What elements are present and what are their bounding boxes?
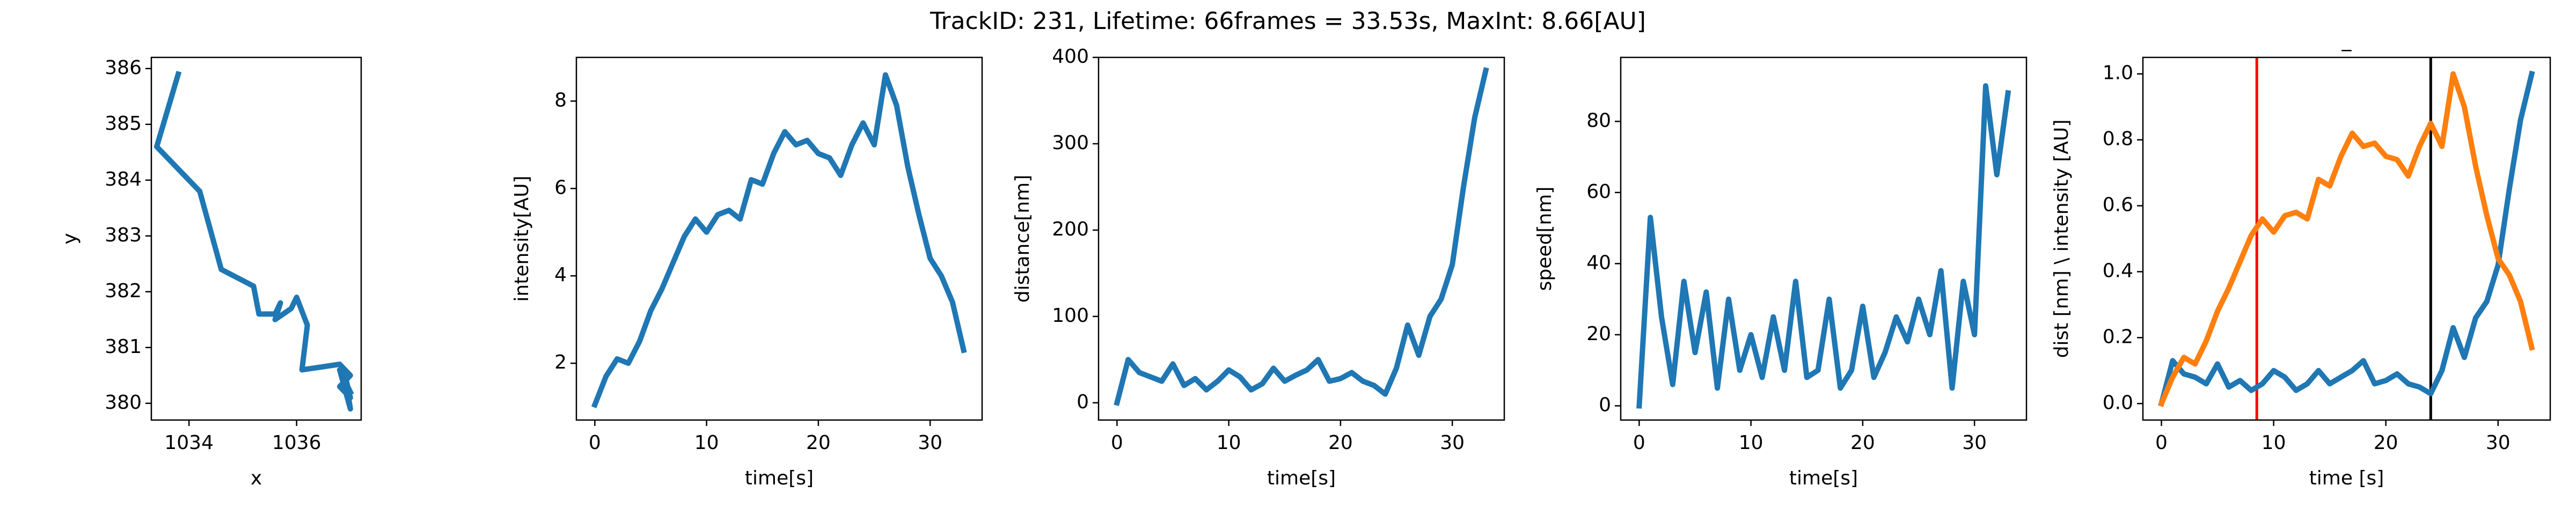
x-axis-label: time[s] [1267,467,1336,489]
y-tick-label: 80 [1586,109,1611,131]
figure-title: TrackID: 231, Lifetime: 66frames = 33.53… [930,8,1646,35]
data-line [591,72,967,408]
axes-frame [150,56,362,421]
y-tick-label: 0.6 [2103,194,2133,216]
y-tick-label: 2 [554,351,567,373]
y-tick-label: 0.2 [2103,326,2133,348]
axes-frame [1097,56,1505,421]
x-tick-label: 30 [918,432,942,454]
axes-frame [2142,56,2551,421]
x-tick-label: 30 [1440,432,1465,454]
x-tick-label: 20 [1328,432,1353,454]
plot-area [2157,57,2535,420]
x-tick-label: 0 [2155,432,2168,454]
y-axis-label: speed[nm] [1534,187,1556,291]
x-axis-label: time [s] [2309,467,2384,489]
y-tick-label: 386 [105,57,142,79]
x-tick-label: 20 [806,432,831,454]
x-tick-label: 1034 [164,432,214,454]
x-axis-label: x [251,467,262,489]
x-axis-label: time[s] [745,467,814,489]
x-tick-label: 30 [2486,432,2511,454]
y-axis-label: distance[nm] [1012,175,1034,303]
y-tick-label: 385 [105,113,142,135]
y-tick-label: 383 [105,224,142,246]
x-axis-label: time[s] [1789,467,1858,489]
y-tick-label: 300 [1052,132,1089,154]
y-tick-label: 60 [1586,181,1611,203]
y-axis-label: y [59,233,81,244]
y-tick-label: 380 [105,392,142,414]
data-line [2158,70,2535,407]
y-tick-label: 0.4 [2103,260,2133,282]
y-axis-label: intensity[AU] [511,175,533,301]
y-tick-label: 0.8 [2103,128,2133,150]
y-axis-label: dist [nm] \ intensity [AU] [2051,120,2073,358]
y-tick-label: 200 [1052,218,1089,240]
y-tick-label: 20 [1586,323,1611,345]
x-tick-label: 0 [1633,432,1645,454]
x-tick-label: 10 [694,432,719,454]
y-tick-label: 0 [1599,394,1611,416]
y-tick-label: 384 [105,168,142,190]
data-line [2157,71,2535,407]
data-line [154,70,354,412]
y-tick-label: 4 [554,264,567,286]
data-line [1114,67,1489,406]
x-tick-label: 20 [1850,432,1875,454]
x-tick-label: 10 [1739,432,1763,454]
x-tick-label: 0 [589,432,601,454]
data-line [1636,83,2011,409]
axes-frame [1620,56,2028,421]
y-tick-label: 0 [1077,391,1089,413]
x-tick-label: 10 [2262,432,2286,454]
plot-area [154,70,354,412]
y-tick-label: 40 [1586,252,1611,274]
y-tick-label: 1.0 [2103,62,2133,84]
axes-frame [575,56,983,421]
x-tick-label: 30 [1962,432,1987,454]
y-tick-label: 8 [554,89,567,111]
x-tick-label: 1036 [272,432,321,454]
x-tick-label: 20 [2374,432,2398,454]
x-tick-label: 0 [1111,432,1123,454]
y-tick-label: 6 [554,176,567,198]
plot-area [1636,83,2011,409]
plot-area [1114,67,1489,406]
x-tick-label: 10 [1217,432,1241,454]
plot-area [591,72,967,408]
y-tick-label: 382 [105,280,142,302]
axes-title: _ [2341,30,2352,52]
y-tick-label: 400 [1052,46,1089,68]
y-tick-label: 0.0 [2103,392,2133,414]
y-tick-label: 381 [105,336,142,358]
y-tick-label: 100 [1052,305,1089,327]
